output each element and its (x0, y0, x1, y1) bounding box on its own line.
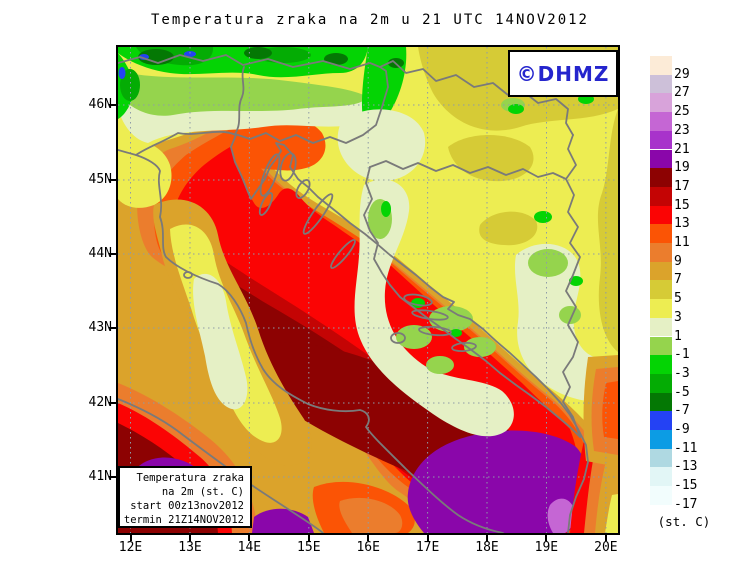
colorbar-swatch (650, 392, 672, 412)
colorbar-swatch (650, 186, 672, 206)
lat-tick (109, 104, 116, 106)
colorbar-tick-label: -17 (674, 496, 698, 512)
colorbar-swatch (650, 411, 672, 430)
colorbar-swatch (650, 336, 672, 356)
colorbar-swatch (650, 355, 672, 374)
colorbar-swatch (650, 280, 672, 300)
info-line: na 2m (st. C) (161, 486, 244, 498)
colorbar-tick-label: 13 (674, 216, 690, 232)
temperature-field (118, 47, 618, 533)
colorbar-swatch (650, 317, 672, 337)
colorbar-tick-label: 1 (674, 328, 682, 344)
lat-tick (109, 253, 116, 255)
lon-tick (367, 535, 370, 541)
lon-label: 19E (534, 540, 559, 555)
colorbar-swatch (650, 224, 672, 243)
lon-label: 12E (118, 540, 143, 555)
colorbar-swatch (650, 373, 672, 393)
coastlines-and-borders (118, 54, 589, 533)
colorbar-tick-label: -7 (674, 403, 690, 419)
colorbar-swatch (650, 130, 672, 150)
lon-tick (426, 535, 429, 541)
lon-tick (604, 535, 607, 541)
colorbar-swatch (650, 430, 672, 449)
map-frame (116, 45, 620, 535)
colorbar-swatch (650, 486, 672, 505)
lat-label: 41N (88, 469, 112, 484)
colorbar-tick-label: -11 (674, 440, 698, 456)
colorbar-tick-label: 17 (674, 178, 690, 194)
info-line: termin 21Z14NOV2012 (123, 514, 244, 526)
lat-label: 43N (88, 320, 112, 335)
page-title: Temperatura zraka na 2m u 21 UTC 14NOV20… (150, 12, 589, 28)
dhmz-watermark-box: ©DHMZ (508, 50, 618, 97)
lon-label: 15E (297, 540, 321, 555)
colorbar-swatch (650, 112, 672, 131)
lon-tick (486, 535, 488, 541)
colorbar-tick-label: -1 (674, 347, 690, 363)
colorbar-swatch (650, 74, 672, 94)
lon-label: 18E (475, 540, 499, 555)
colorbar-tick-label: 21 (674, 141, 690, 157)
lat-tick (109, 327, 116, 329)
lat-label: 42N (88, 395, 112, 410)
lon-tick (248, 535, 251, 541)
lon-label: 20E (594, 540, 618, 555)
colorbar-tick-label: 5 (674, 291, 682, 307)
colorbar-tick-label: 3 (674, 309, 682, 325)
colorbar-tick-label: 29 (674, 66, 690, 82)
info-line: Temperatura zraka (136, 472, 244, 484)
colorbar-tick-label: -9 (674, 422, 690, 437)
colorbar-tick-label: 23 (674, 122, 690, 138)
dhmz-watermark-text: ©DHMZ (516, 61, 610, 86)
lat-label: 44N (88, 246, 112, 261)
colorbar-swatch (650, 261, 672, 281)
lon-tick (189, 535, 191, 541)
colorbar-tick-label: 9 (674, 253, 682, 269)
colorbar-tick-label: 11 (674, 235, 690, 250)
colorbar-swatch (650, 168, 672, 187)
lat-tick (109, 179, 116, 181)
colorbar-swatch (650, 448, 672, 468)
colorbar-swatch (650, 205, 672, 225)
lat-tick (109, 402, 116, 404)
temperature-map (118, 47, 618, 533)
lon-tick (545, 535, 548, 541)
colorbar-tick-label: 7 (674, 272, 682, 288)
grid-lines (118, 47, 618, 533)
colorbar-swatch (650, 56, 672, 75)
colorbar-swatch (650, 467, 672, 487)
lon-tick (307, 535, 310, 541)
colorbar-tick-label: 19 (674, 160, 690, 176)
lon-tick (129, 535, 132, 541)
lon-label: 14E (237, 540, 262, 555)
lon-label: 16E (356, 540, 380, 555)
colorbar-tick-label: 27 (674, 85, 690, 101)
colorbar-tick-label: -3 (674, 365, 690, 381)
lat-label: 45N (88, 172, 112, 187)
colorbar-tick-label: -13 (674, 459, 698, 475)
colorbar-swatch (650, 149, 672, 169)
colorbar-tick-label: 25 (674, 104, 690, 120)
lat-label: 46N (88, 97, 112, 112)
colorbar-tick-label: -15 (674, 478, 698, 494)
info-line: start 00z13nov2012 (130, 500, 244, 512)
colorbar-tick-label: -5 (674, 384, 690, 400)
colorbar-tick-label: 15 (674, 197, 690, 213)
lon-label: 17E (415, 540, 440, 555)
colorbar-unit-label: (st. C) (657, 514, 711, 529)
map-info-box: Temperatura zraka na 2m (st. C) start 00… (118, 466, 252, 528)
lat-tick (109, 476, 116, 478)
colorbar-swatch (650, 93, 672, 113)
colorbar-swatch (650, 299, 672, 318)
colorbar-swatch (650, 243, 672, 262)
lon-label: 13E (178, 540, 202, 555)
